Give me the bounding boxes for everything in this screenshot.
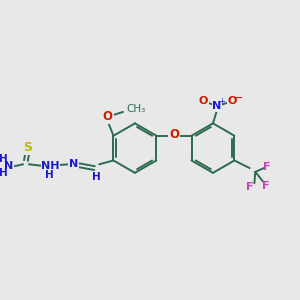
- Text: CH₃: CH₃: [127, 104, 146, 114]
- Text: N: N: [212, 101, 221, 111]
- Text: S: S: [23, 141, 32, 154]
- Text: H: H: [92, 172, 101, 182]
- Text: O: O: [169, 128, 179, 141]
- Text: H: H: [0, 154, 8, 164]
- Text: H: H: [45, 170, 54, 180]
- Text: N: N: [4, 161, 14, 171]
- Text: H: H: [0, 168, 8, 178]
- Text: F: F: [262, 181, 269, 191]
- Text: +: +: [218, 97, 225, 106]
- Text: O: O: [103, 110, 113, 123]
- Text: −: −: [232, 92, 243, 105]
- Text: N: N: [69, 159, 78, 169]
- Text: NH: NH: [41, 161, 60, 171]
- Text: F: F: [263, 162, 271, 172]
- Text: O: O: [199, 97, 208, 106]
- Text: O: O: [227, 97, 237, 106]
- Text: F: F: [246, 182, 253, 192]
